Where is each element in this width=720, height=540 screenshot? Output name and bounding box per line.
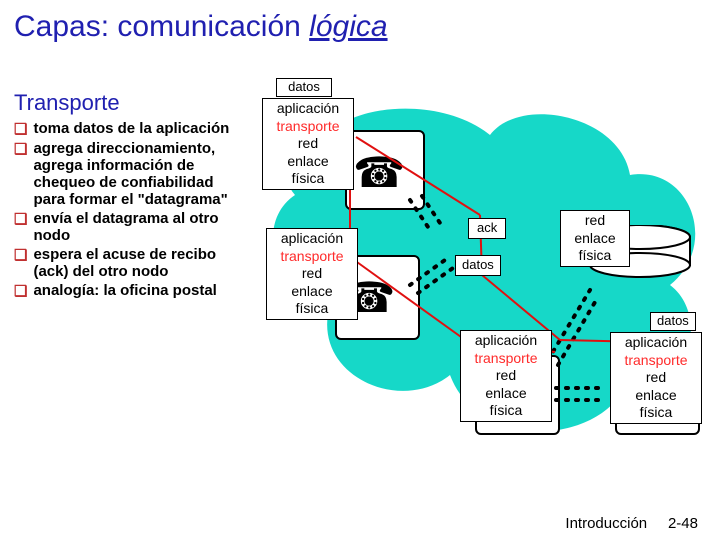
layer-row: física xyxy=(614,404,698,422)
layer-row: enlace xyxy=(564,230,626,248)
datos-label: datos xyxy=(276,78,332,97)
bullet-list: ❑ toma datos de la aplicación ❑ agrega d… xyxy=(14,120,244,300)
layer-row: red xyxy=(614,369,698,387)
layer-row: física xyxy=(464,402,548,420)
bullet-text: agrega direccionamiento, agrega informac… xyxy=(33,140,244,208)
layer-row-hl: transporte xyxy=(614,352,698,370)
layer-row: enlace xyxy=(266,153,350,171)
layer-row: física xyxy=(564,247,626,265)
layer-row: aplicación xyxy=(266,100,350,118)
layer-row-hl: transporte xyxy=(464,350,548,368)
footer-right: 2-48 xyxy=(668,515,698,532)
section-heading: Transporte xyxy=(14,90,120,116)
layer-row: física xyxy=(266,170,350,188)
label-text: ack xyxy=(477,220,497,235)
ack-label: ack xyxy=(468,218,506,239)
layer-row: enlace xyxy=(614,387,698,405)
title-italic: lógica xyxy=(309,10,387,43)
layer-row: enlace xyxy=(464,385,548,403)
layer-row: física xyxy=(270,300,354,318)
footer-left: Introducción xyxy=(565,515,647,532)
bullet-item: ❑ agrega direccionamiento, agrega inform… xyxy=(14,140,244,208)
layer-row: aplicación xyxy=(270,230,354,248)
bullet-text: toma datos de la aplicación xyxy=(33,120,229,138)
slide-title: Capas: comunicación lógica xyxy=(14,10,388,44)
bullet-text: envía el datagrama al otro nodo xyxy=(33,210,244,244)
layer-row: red xyxy=(464,367,548,385)
label-text: datos xyxy=(657,313,689,328)
layer-row: red xyxy=(270,265,354,283)
layer-row-hl: transporte xyxy=(266,118,350,136)
layer-stack: aplicación transporte red enlace física xyxy=(460,330,552,422)
bullet-text: espera el acuse de recibo (ack) del otro… xyxy=(33,246,244,280)
bullet-item: ❑ analogía: la oficina postal xyxy=(14,282,244,300)
bullet-item: ❑ espera el acuse de recibo (ack) del ot… xyxy=(14,246,244,280)
label-text: datos xyxy=(288,79,320,94)
layer-stack: aplicación transporte red enlace física xyxy=(610,332,702,424)
phone-icon: ☎ xyxy=(353,148,405,197)
layer-row: aplicación xyxy=(464,332,548,350)
bullet-text: analogía: la oficina postal xyxy=(33,282,216,300)
slide-footer: Introducción 2-48 xyxy=(565,515,698,532)
router-layer-stack: red enlace física xyxy=(560,210,630,267)
label-text: datos xyxy=(462,257,494,272)
layer-row: red xyxy=(266,135,350,153)
layer-stack: aplicación transporte red enlace física xyxy=(262,98,354,190)
bullet-item: ❑ envía el datagrama al otro nodo xyxy=(14,210,244,244)
layer-row: enlace xyxy=(270,283,354,301)
datos-label: datos xyxy=(455,255,501,276)
layer-row: red xyxy=(564,212,626,230)
layer-row: aplicación xyxy=(614,334,698,352)
bullet-item: ❑ toma datos de la aplicación xyxy=(14,120,244,138)
layer-row-hl: transporte xyxy=(270,248,354,266)
layer-stack: aplicación transporte red enlace física xyxy=(266,228,358,320)
title-plain: Capas: comunicación xyxy=(14,10,309,43)
datos-label: datos xyxy=(650,312,696,331)
